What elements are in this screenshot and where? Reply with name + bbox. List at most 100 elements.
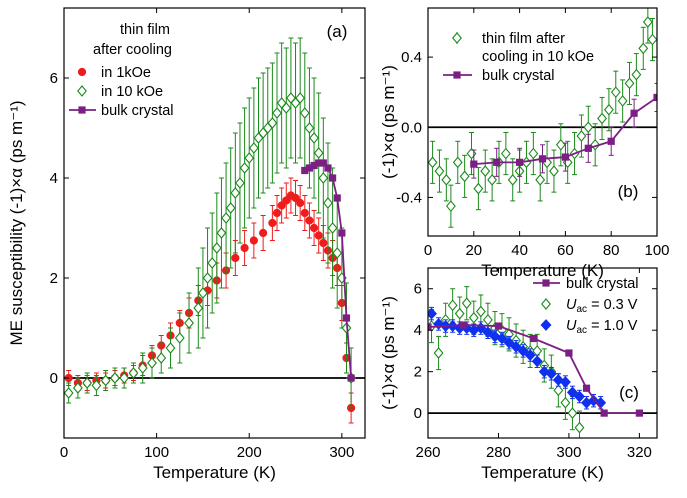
y-axis-label: ME susceptibility (-1)×α (ps m⁻¹) [7, 100, 26, 345]
y-axis-label: (-1)×α (ps m⁻¹) [379, 65, 398, 179]
x-tick-label: 80 [603, 242, 620, 259]
legend-label: thin film after [482, 31, 565, 47]
legend-marker [452, 32, 462, 44]
data-point [211, 242, 222, 254]
data-point [248, 142, 259, 154]
data-point [347, 374, 355, 382]
data-point [535, 174, 546, 186]
data-point [333, 194, 341, 202]
data-point [147, 357, 157, 369]
x-axis-label: Temperature (K) [153, 463, 276, 482]
data-point [603, 103, 614, 116]
data-point [305, 164, 314, 172]
data-point [553, 384, 564, 397]
data-point [507, 174, 518, 186]
data-point [428, 156, 438, 169]
data-point [433, 347, 444, 359]
data-point [198, 287, 208, 299]
data-point [576, 130, 587, 142]
data-point [239, 162, 250, 174]
x-axis-label: Temperature (K) [481, 261, 604, 280]
plot-area [428, 286, 643, 438]
data-point [493, 158, 501, 166]
data-point [561, 153, 569, 161]
y-tick-label: 0 [50, 370, 58, 387]
data-point [315, 159, 323, 167]
series-open-diamond [428, 8, 657, 228]
data-point [433, 318, 445, 330]
data-point [230, 187, 241, 199]
plot-frame [427, 267, 658, 439]
data-point [487, 174, 498, 186]
data-point [545, 367, 557, 380]
x-tick-label: 20 [465, 242, 482, 259]
data-point [342, 314, 351, 322]
x-tick-label: 60 [557, 242, 574, 259]
data-point [559, 376, 571, 388]
data-point [503, 336, 515, 349]
series-filled-circle [64, 177, 356, 424]
x-axis-label: Temperature (K) [481, 463, 604, 482]
y-tick-label: -0.4 [396, 189, 422, 206]
legend-marker [77, 67, 87, 77]
series-filled-diamond [428, 306, 607, 410]
legend-title: thin film [120, 22, 170, 38]
data-point [72, 382, 83, 394]
panel-label: (c) [619, 383, 639, 402]
data-point [110, 372, 120, 384]
data-point [328, 174, 337, 182]
data-point [635, 409, 643, 417]
data-point [630, 109, 638, 117]
series-open-diamond [64, 37, 357, 409]
data-point [434, 165, 445, 177]
x-tick-label: 260 [415, 444, 440, 461]
data-point [304, 122, 315, 134]
data-point [249, 236, 258, 245]
data-point [128, 367, 139, 379]
data-point [272, 107, 282, 119]
data-point [528, 147, 539, 160]
data-point [441, 174, 452, 186]
data-point [516, 158, 524, 166]
data-point [323, 197, 333, 209]
data-point [202, 272, 213, 284]
data-point [156, 352, 167, 364]
panel-2: 260 280 300 320 0 2 4 6 Temperature (K) (-1)×α (p… [379, 267, 658, 482]
x-tick-label: 40 [511, 242, 528, 259]
data-point [184, 317, 194, 329]
data-point [538, 365, 550, 378]
legend-a: thin film after cooling in 1kOe in 10 kOe bu… [69, 22, 174, 119]
x-tick-label: 280 [486, 444, 511, 461]
data-point [207, 257, 218, 269]
data-point [235, 177, 245, 189]
series-filled-square-line [470, 82, 657, 179]
x-tick-label: 100 [644, 242, 669, 259]
data-point [319, 238, 328, 248]
x-tick-label: 200 [237, 444, 262, 461]
data-point [301, 166, 309, 175]
data-point [452, 156, 463, 169]
data-point [582, 384, 591, 392]
data-point [272, 208, 282, 218]
data-point [318, 172, 329, 184]
data-point [524, 349, 536, 362]
panel-label: (a) [327, 22, 348, 41]
y-tick-label: 0.4 [401, 49, 422, 66]
data-point [244, 152, 255, 164]
y-tick-label: 2 [50, 270, 58, 287]
data-point [607, 137, 615, 145]
data-point [327, 222, 338, 234]
series-open-diamond [428, 286, 585, 438]
data-point [555, 138, 566, 151]
data-point [531, 355, 543, 368]
legend-c: bulk crystal Uac = 0.3 V Uac = 1.0 V [533, 276, 639, 336]
data-point [617, 95, 628, 107]
data-point [319, 159, 327, 167]
y-axis-label: (-1)×α (ps m⁻¹) [379, 296, 398, 410]
data-point [282, 196, 291, 205]
x-tick-label: 300 [556, 444, 581, 461]
series-line [428, 324, 640, 415]
data-point [624, 77, 635, 90]
data-point [91, 379, 102, 392]
